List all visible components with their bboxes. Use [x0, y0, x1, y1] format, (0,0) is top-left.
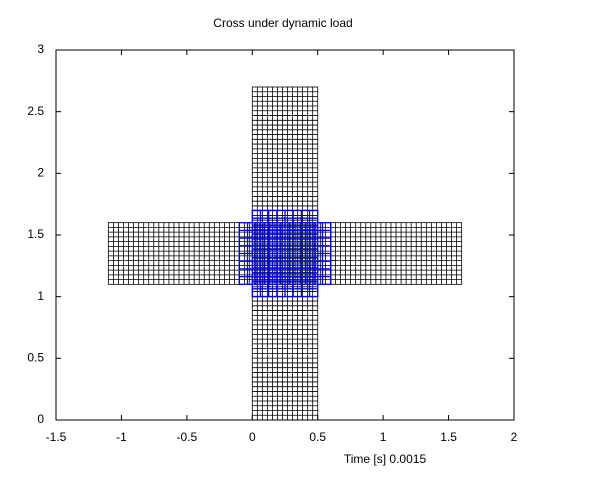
- x-tick-label: 0.5: [309, 430, 326, 444]
- annotation: Time [s] 0.0015: [344, 452, 427, 466]
- x-tick-label: 1.5: [440, 430, 457, 444]
- x-tick-label: 0: [249, 430, 256, 444]
- x-tick-label: -1.5: [46, 430, 67, 444]
- y-tick-label: 1: [37, 289, 44, 303]
- chart-title: Cross under dynamic load: [213, 16, 352, 30]
- y-tick-label: 0.5: [27, 351, 44, 365]
- x-tick-label: 1: [380, 430, 387, 444]
- mesh-patch: [238, 222, 332, 285]
- y-tick-label: 0: [37, 412, 44, 426]
- y-tick-label: 2: [37, 166, 44, 180]
- x-tick-label: 2: [511, 430, 518, 444]
- mesh-grid: [239, 222, 331, 285]
- y-tick-label: 2.5: [27, 104, 44, 118]
- x-tick-label: -1: [116, 430, 127, 444]
- y-tick-label: 3: [37, 42, 44, 56]
- y-tick-label: 1.5: [27, 227, 44, 241]
- x-tick-label: -0.5: [177, 430, 198, 444]
